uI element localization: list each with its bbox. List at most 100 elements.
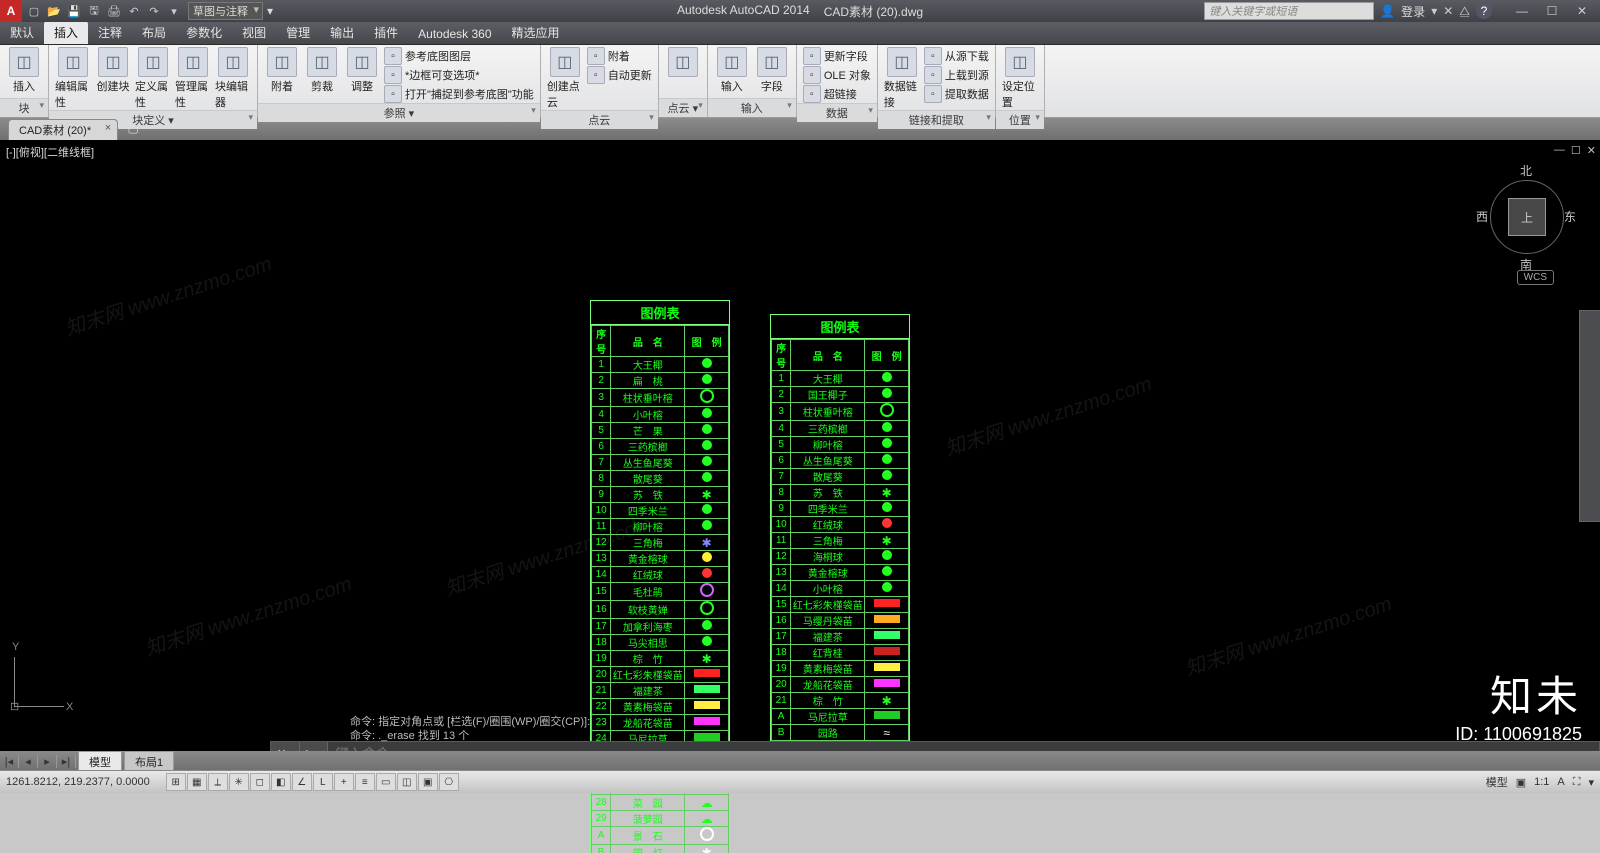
exchange-icon[interactable]: ✕	[1443, 4, 1453, 18]
ribbon-button[interactable]: ◫剪裁	[304, 47, 340, 94]
viewcube-west[interactable]: 西	[1476, 208, 1488, 225]
signin-icon[interactable]: 👤	[1380, 4, 1395, 18]
ribbon-tab-8[interactable]: 插件	[364, 21, 408, 44]
3dosnap-toggle[interactable]: ◧	[271, 773, 291, 791]
ribbon-small-button[interactable]: ▫提取数据	[924, 85, 989, 103]
ribbon-button[interactable]: ◫定义属性	[135, 47, 171, 110]
ribbon-tab-2[interactable]: 注释	[88, 21, 132, 44]
ribbon-tab-7[interactable]: 输出	[320, 21, 364, 44]
lwt-toggle[interactable]: ≡	[355, 773, 375, 791]
help-icon[interactable]: ?	[1476, 3, 1492, 19]
signin-label[interactable]: 登录	[1401, 3, 1425, 20]
status-customize-icon[interactable]: ▾	[1588, 776, 1594, 789]
ribbon-tab-0[interactable]: 默认	[0, 21, 44, 44]
status-clean-icon[interactable]: ⛶	[1573, 776, 1581, 789]
layout-tab-1[interactable]: 布局1	[124, 751, 174, 772]
polar-toggle[interactable]: ✳	[229, 773, 249, 791]
ribbon-button[interactable]: ◫管理属性	[175, 47, 211, 110]
ribbon-button[interactable]: ◫	[665, 47, 701, 78]
qat-undo-icon[interactable]: ↶	[126, 3, 142, 19]
minimize-button[interactable]: —	[1508, 3, 1536, 19]
ribbon-button[interactable]: ◫输入	[714, 47, 750, 94]
vp-close-icon[interactable]: ✕	[1587, 144, 1596, 157]
ribbon-button[interactable]: ◫创建块	[95, 47, 131, 94]
wcs-badge[interactable]: WCS	[1517, 270, 1554, 285]
qat-print-icon[interactable]: 🖨	[106, 3, 122, 19]
viewport-label[interactable]: [-][俯视][二维线框]	[6, 144, 94, 160]
ribbon-tab-1[interactable]: 插入	[44, 21, 88, 44]
ribbon-button[interactable]: ◫块编辑器	[215, 47, 251, 110]
ribbon-small-button[interactable]: ▫从源下载	[924, 47, 989, 65]
ribbon-small-button[interactable]: ▫超链接	[803, 85, 871, 103]
ribbon-button[interactable]: ◫插入	[6, 47, 42, 94]
layout-last-icon[interactable]: ▸|	[57, 755, 76, 768]
qat-more-icon[interactable]: ▾	[166, 3, 182, 19]
am-toggle[interactable]: ⎔	[439, 773, 459, 791]
ribbon-button[interactable]: ◫数据链接	[884, 47, 920, 110]
ribbon-button[interactable]: ◫设定位置	[1002, 47, 1038, 110]
help-search[interactable]: 键入关键字或短语	[1204, 2, 1374, 20]
ribbon-small-button[interactable]: ▫参考底图图层	[384, 47, 534, 65]
dyn-toggle[interactable]: +	[334, 773, 354, 791]
ribbon-tab-3[interactable]: 布局	[132, 21, 176, 44]
ribbon-group-name[interactable]: 位置	[996, 110, 1044, 129]
ribbon-small-button[interactable]: ▫OLE 对象	[803, 66, 871, 84]
ribbon-tab-9[interactable]: Autodesk 360	[408, 24, 501, 44]
close-button[interactable]: ✕	[1568, 3, 1596, 19]
ribbon-button[interactable]: ◫创建点云	[547, 47, 583, 110]
viewcube-east[interactable]: 东	[1564, 208, 1576, 225]
ribbon-group-name[interactable]: 点云 ▾	[659, 98, 707, 117]
ribbon-button[interactable]: ◫编辑属性	[55, 47, 91, 110]
snap-toggle[interactable]: ⊞	[166, 773, 186, 791]
vp-restore-icon[interactable]: ☐	[1571, 144, 1581, 157]
status-annoscale[interactable]: 1:1	[1534, 776, 1549, 788]
ribbon-group-name[interactable]: 点云	[541, 110, 658, 129]
qp-toggle[interactable]: ◫	[397, 773, 417, 791]
cloud-icon[interactable]: ⧋	[1459, 4, 1470, 19]
qat-redo-icon[interactable]: ↷	[146, 3, 162, 19]
drawing-canvas[interactable]: [-][俯视][二维线框] — ☐ ✕ 北 西 东 南 上 WCS 知末网 ww…	[0, 140, 1600, 793]
qat-saveas-icon[interactable]: 🖫	[86, 3, 102, 19]
sc-toggle[interactable]: ▣	[418, 773, 438, 791]
nav-sidebar[interactable]	[1579, 310, 1600, 522]
ribbon-group-name[interactable]: 链接和提取	[878, 110, 995, 129]
ducs-toggle[interactable]: L	[313, 773, 333, 791]
ribbon-tab-10[interactable]: 精选应用	[502, 21, 570, 44]
workspace-dropdown[interactable]: 草图与注释	[188, 2, 263, 20]
tpy-toggle[interactable]: ▭	[376, 773, 396, 791]
otrack-toggle[interactable]: ∠	[292, 773, 312, 791]
ribbon-group-name[interactable]: 输入	[708, 98, 796, 117]
layout-first-icon[interactable]: |◂	[0, 755, 19, 768]
ribbon-button[interactable]: ◫调整	[344, 47, 380, 94]
ribbon-tab-5[interactable]: 视图	[232, 21, 276, 44]
viewcube-face[interactable]: 上	[1508, 198, 1546, 236]
ribbon-group-name[interactable]: 参照 ▾	[258, 103, 540, 122]
grid-toggle[interactable]: ▦	[187, 773, 207, 791]
vp-minimize-icon[interactable]: —	[1554, 144, 1565, 157]
ribbon-tab-6[interactable]: 管理	[276, 21, 320, 44]
ribbon-small-button[interactable]: ▫更新字段	[803, 47, 871, 65]
close-tab-icon[interactable]: ×	[105, 122, 111, 134]
viewcube[interactable]: 北 西 东 南 上	[1480, 162, 1572, 282]
document-tab[interactable]: CAD素材 (20)* ×	[8, 119, 118, 140]
status-annoscale-icon[interactable]: A	[1557, 776, 1564, 788]
ribbon-button[interactable]: ◫附着	[264, 47, 300, 94]
qat-save-icon[interactable]: 💾	[66, 3, 82, 19]
osnap-toggle[interactable]: ◻	[250, 773, 270, 791]
layout-tab-model[interactable]: 模型	[78, 751, 122, 772]
ribbon-group-name[interactable]: 数据	[797, 103, 877, 122]
layout-prev-icon[interactable]: ◂	[19, 755, 38, 768]
workspace-customize-icon[interactable]: ▾	[267, 4, 273, 18]
status-layout-icon[interactable]: ▣	[1516, 776, 1526, 789]
maximize-button[interactable]: ☐	[1538, 3, 1566, 19]
ribbon-small-button[interactable]: ▫上载到源	[924, 66, 989, 84]
ortho-toggle[interactable]: ⟂	[208, 773, 228, 791]
qat-new-icon[interactable]: ▢	[26, 3, 42, 19]
ribbon-small-button[interactable]: ▫打开"捕捉到参考底图"功能	[384, 85, 534, 103]
ribbon-small-button[interactable]: ▫附着	[587, 47, 652, 65]
qat-open-icon[interactable]: 📂	[46, 3, 62, 19]
layout-next-icon[interactable]: ▸	[38, 755, 57, 768]
viewcube-north[interactable]: 北	[1520, 162, 1532, 179]
ribbon-button[interactable]: ◫字段	[754, 47, 790, 94]
status-model[interactable]: 模型	[1486, 774, 1508, 790]
